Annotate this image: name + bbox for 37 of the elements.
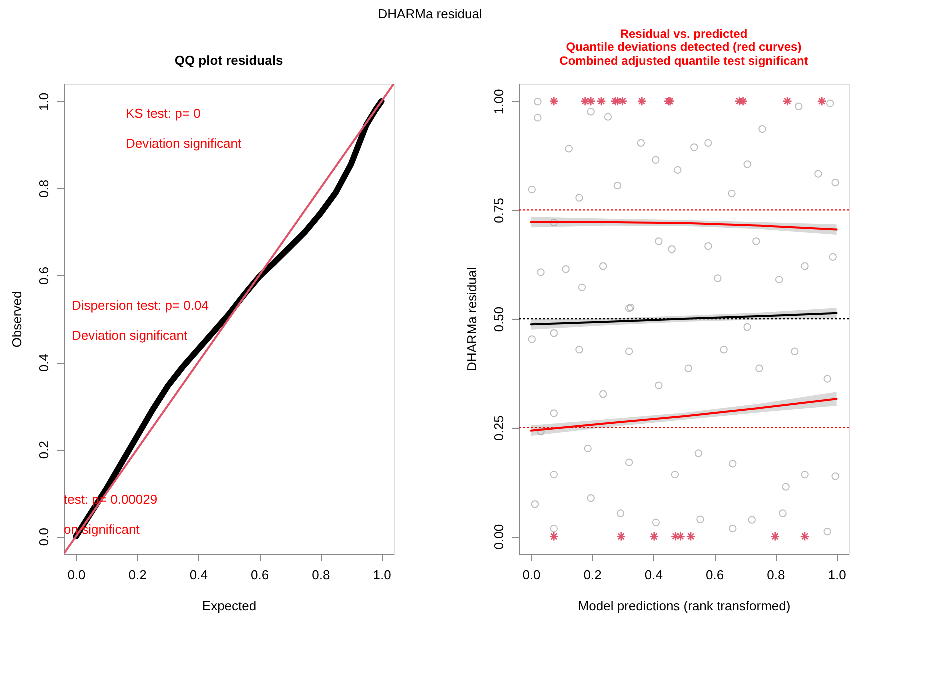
- x-tick-label: 0.6: [706, 568, 724, 582]
- annotation: on significant: [64, 522, 140, 537]
- x-tick-label: 0.0: [68, 568, 86, 582]
- annotation: Deviation significant: [72, 328, 188, 343]
- text: DHARMa residual: [378, 6, 482, 22]
- y-axis-title: DHARMa residual: [464, 267, 480, 372]
- x-tick-label: 0.0: [522, 568, 541, 582]
- y-tick-label: 0.00: [492, 524, 506, 550]
- chart-subtitle: Quantile deviations detected (red curves) Combined adjusted quantile test significant: [560, 40, 808, 68]
- chart-title: Residual vs. predicted: [620, 27, 748, 41]
- annotation: Deviation significant: [126, 136, 242, 151]
- x-tick-label: 0.6: [251, 568, 270, 582]
- x-tick-label: 0.4: [190, 568, 208, 582]
- x-axis-title: Model predictions (rank transformed): [578, 598, 791, 614]
- chart-title: QQ plot residuals: [174, 53, 284, 68]
- y-tick-label: 0.6: [36, 266, 52, 286]
- y-tick-label: 1.0: [36, 92, 52, 111]
- y-tick-label: 0.8: [36, 180, 52, 198]
- x-tick-label: 0.8: [767, 568, 786, 582]
- y-tick-label: 0.4: [36, 354, 52, 372]
- y-tick-label: 0.25: [492, 416, 506, 441]
- y-tick-label: 0.50: [492, 306, 506, 332]
- y-tick-label: 0.75: [492, 198, 506, 224]
- y-tick-label: 0.0: [36, 528, 52, 546]
- x-tick-label: 0.8: [312, 568, 330, 582]
- x-tick-label: 0.2: [128, 568, 147, 582]
- x-tick-label: 0.4: [644, 568, 663, 582]
- x-axis-title: Expected: [202, 598, 257, 614]
- annotation: KS test: p= 0: [126, 106, 201, 121]
- x-tick-label: 1.0: [373, 568, 392, 582]
- y-tick-label: 1.00: [492, 89, 506, 115]
- annotation: Dispersion test: p= 0.04: [72, 298, 209, 313]
- x-tick-label: 1.0: [828, 568, 846, 582]
- y-axis-title: Observed: [10, 291, 24, 348]
- annotation: test: p= 0.00029: [64, 492, 158, 507]
- x-tick-label: 0.2: [584, 568, 602, 582]
- y-tick-label: 0.2: [36, 441, 52, 460]
